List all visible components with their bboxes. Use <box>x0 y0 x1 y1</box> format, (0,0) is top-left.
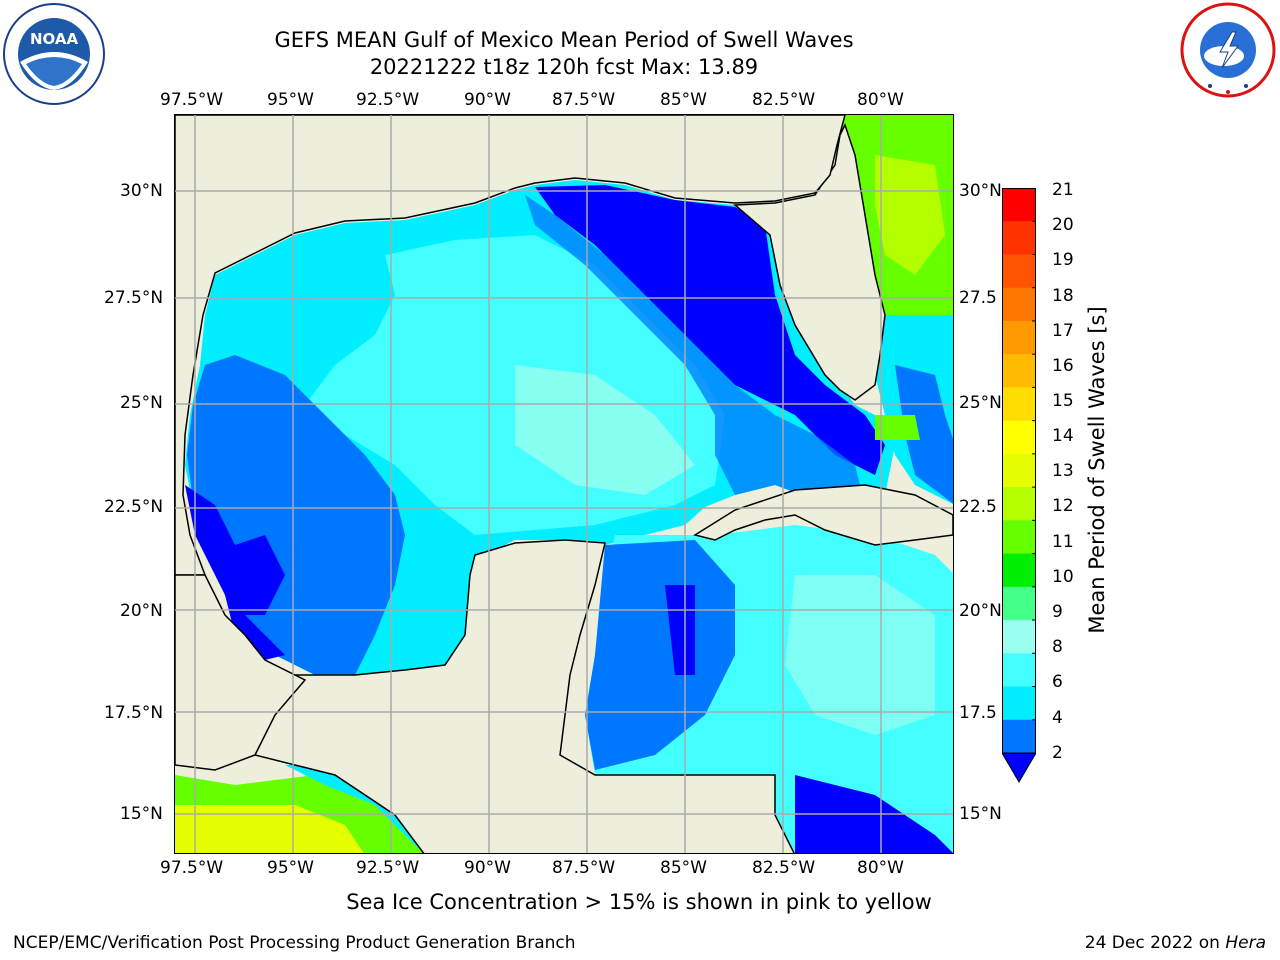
colorbar-tick: 13 <box>1052 461 1074 481</box>
lat-label-left: 25°N <box>120 393 163 413</box>
footer-date-text: 24 Dec 2022 on <box>1084 933 1226 953</box>
colorbar-tick: 11 <box>1052 532 1074 552</box>
eastern-gulf-blue <box>525 195 865 505</box>
lon-label-bottom: 85°W <box>660 858 707 878</box>
lat-label-right: 17.5 <box>959 703 997 723</box>
lon-label-bottom: 92.5°W <box>356 858 420 878</box>
sea-ice-note: Sea Ice Concentration > 15% is shown in … <box>346 890 932 914</box>
footer-credit: NCEP/EMC/Verification Post Processing Pr… <box>13 933 576 953</box>
colorbar-tick: 16 <box>1052 356 1074 376</box>
lon-label-top: 80°W <box>857 90 904 110</box>
colorbar-border <box>1002 188 1036 754</box>
colorbar-segment <box>1002 653 1036 688</box>
lon-label-bottom: 87.5°W <box>552 858 616 878</box>
colorbar-segment <box>1002 254 1036 289</box>
western-deep-blue <box>185 485 285 615</box>
lon-label-top: 92.5°W <box>356 90 420 110</box>
colorbar-tick: 18 <box>1052 286 1074 306</box>
lat-label-left: 15°N <box>120 804 163 824</box>
lon-label-top: 97.5°W <box>160 90 224 110</box>
lon-label-top: 95°W <box>267 90 314 110</box>
lon-label-bottom: 97.5°W <box>160 858 224 878</box>
colorbar-tick: 9 <box>1052 602 1063 622</box>
colorbar-segment <box>1002 453 1036 488</box>
colorbar-segment <box>1002 620 1036 654</box>
pacific-corner-yellow <box>175 805 364 853</box>
lat-label-left: 27.5°N <box>104 288 164 308</box>
lat-label-right: 25°N <box>959 393 1002 413</box>
yucatan-land <box>254 539 795 853</box>
central-patch <box>515 365 695 495</box>
colorbar-segment <box>1002 520 1036 555</box>
map-svg <box>175 115 953 853</box>
cuba-land <box>693 484 953 546</box>
colorbar-segment <box>1002 287 1036 322</box>
map-panel <box>174 114 954 854</box>
chart-subtitle: 20221222 t18z 120h fcst Max: 13.89 <box>369 55 759 79</box>
lon-label-bottom: 80°W <box>857 858 904 878</box>
lat-label-left: 22.5°N <box>104 497 164 517</box>
bahamas-blue <box>895 365 953 504</box>
western-deep-blue-2 <box>225 595 285 660</box>
colorbar-segment <box>1002 553 1036 588</box>
lon-label-bottom: 82.5°W <box>752 858 816 878</box>
colorbar-segment <box>1002 387 1036 422</box>
lon-label-top: 82.5°W <box>752 90 816 110</box>
footer-date: 24 Dec 2022 on Hera <box>1085 933 1266 953</box>
lat-label-left: 17.5°N <box>104 703 164 723</box>
colorbar-tick: 21 <box>1052 180 1074 200</box>
colorbar-segment <box>1002 354 1036 388</box>
lon-label-top: 87.5°W <box>552 90 616 110</box>
colorbar-segment <box>1002 686 1036 721</box>
lon-label-top: 85°W <box>660 90 707 110</box>
colorbar-tick: 20 <box>1052 215 1074 235</box>
colorbar-tick: 4 <box>1052 708 1063 728</box>
colorbar-segment <box>1002 221 1036 255</box>
yucatan-deep <box>665 585 695 675</box>
nws-logo <box>1180 2 1276 102</box>
colorbar-tick: 19 <box>1052 250 1074 270</box>
lat-label-left: 20°N <box>120 601 163 621</box>
lat-label-right: 27.5 <box>959 288 997 308</box>
noaa-logo: NOAA <box>2 2 106 110</box>
lat-label-left: 30°N <box>120 181 163 201</box>
colorbar-tick: 15 <box>1052 391 1074 411</box>
colorbar-segment <box>1002 487 1036 521</box>
colorbar-svg <box>1001 187 1037 783</box>
colorbar <box>1001 187 1037 783</box>
lon-label-top: 90°W <box>464 90 511 110</box>
us-coast-land <box>175 115 846 576</box>
lat-label-right: 30°N <box>959 181 1002 201</box>
colorbar-segment <box>1002 719 1036 754</box>
colorbar-tick: 12 <box>1052 496 1074 516</box>
lat-label-right: 15°N <box>959 804 1002 824</box>
florida-land <box>733 123 886 401</box>
colorbar-segment <box>1002 586 1036 621</box>
caribbean-light <box>785 575 935 735</box>
eastern-gulf-deep <box>535 185 885 475</box>
chart-title: GEFS MEAN Gulf of Mexico Mean Period of … <box>274 28 854 52</box>
svg-text:NOAA: NOAA <box>30 30 79 48</box>
colorbar-tick: 8 <box>1052 637 1063 657</box>
pacific-corner-cyan <box>285 765 443 853</box>
footer-host: Hera <box>1225 933 1266 953</box>
lon-label-bottom: 90°W <box>464 858 511 878</box>
bahamas-green <box>875 415 920 440</box>
lat-label-right: 22.5 <box>959 497 997 517</box>
colorbar-segment <box>1002 188 1036 222</box>
colorbar-tick: 2 <box>1052 743 1063 763</box>
atlantic-yellowgreen <box>875 155 945 275</box>
mexico-west-land <box>175 574 307 771</box>
colorbar-tick: 17 <box>1052 321 1074 341</box>
colorbar-segment <box>1002 420 1036 455</box>
colorbar-extend-min <box>1001 752 1037 783</box>
colorbar-tick: 10 <box>1052 567 1074 587</box>
colorbar-label: Mean Period of Swell Waves [s] <box>1085 306 1109 634</box>
colorbar-tick: 6 <box>1052 672 1063 692</box>
colorbar-segment <box>1002 320 1036 355</box>
graticule <box>175 115 953 853</box>
colorbar-tick: 14 <box>1052 426 1074 446</box>
lat-label-right: 20°N <box>959 601 1002 621</box>
lon-label-bottom: 95°W <box>267 858 314 878</box>
